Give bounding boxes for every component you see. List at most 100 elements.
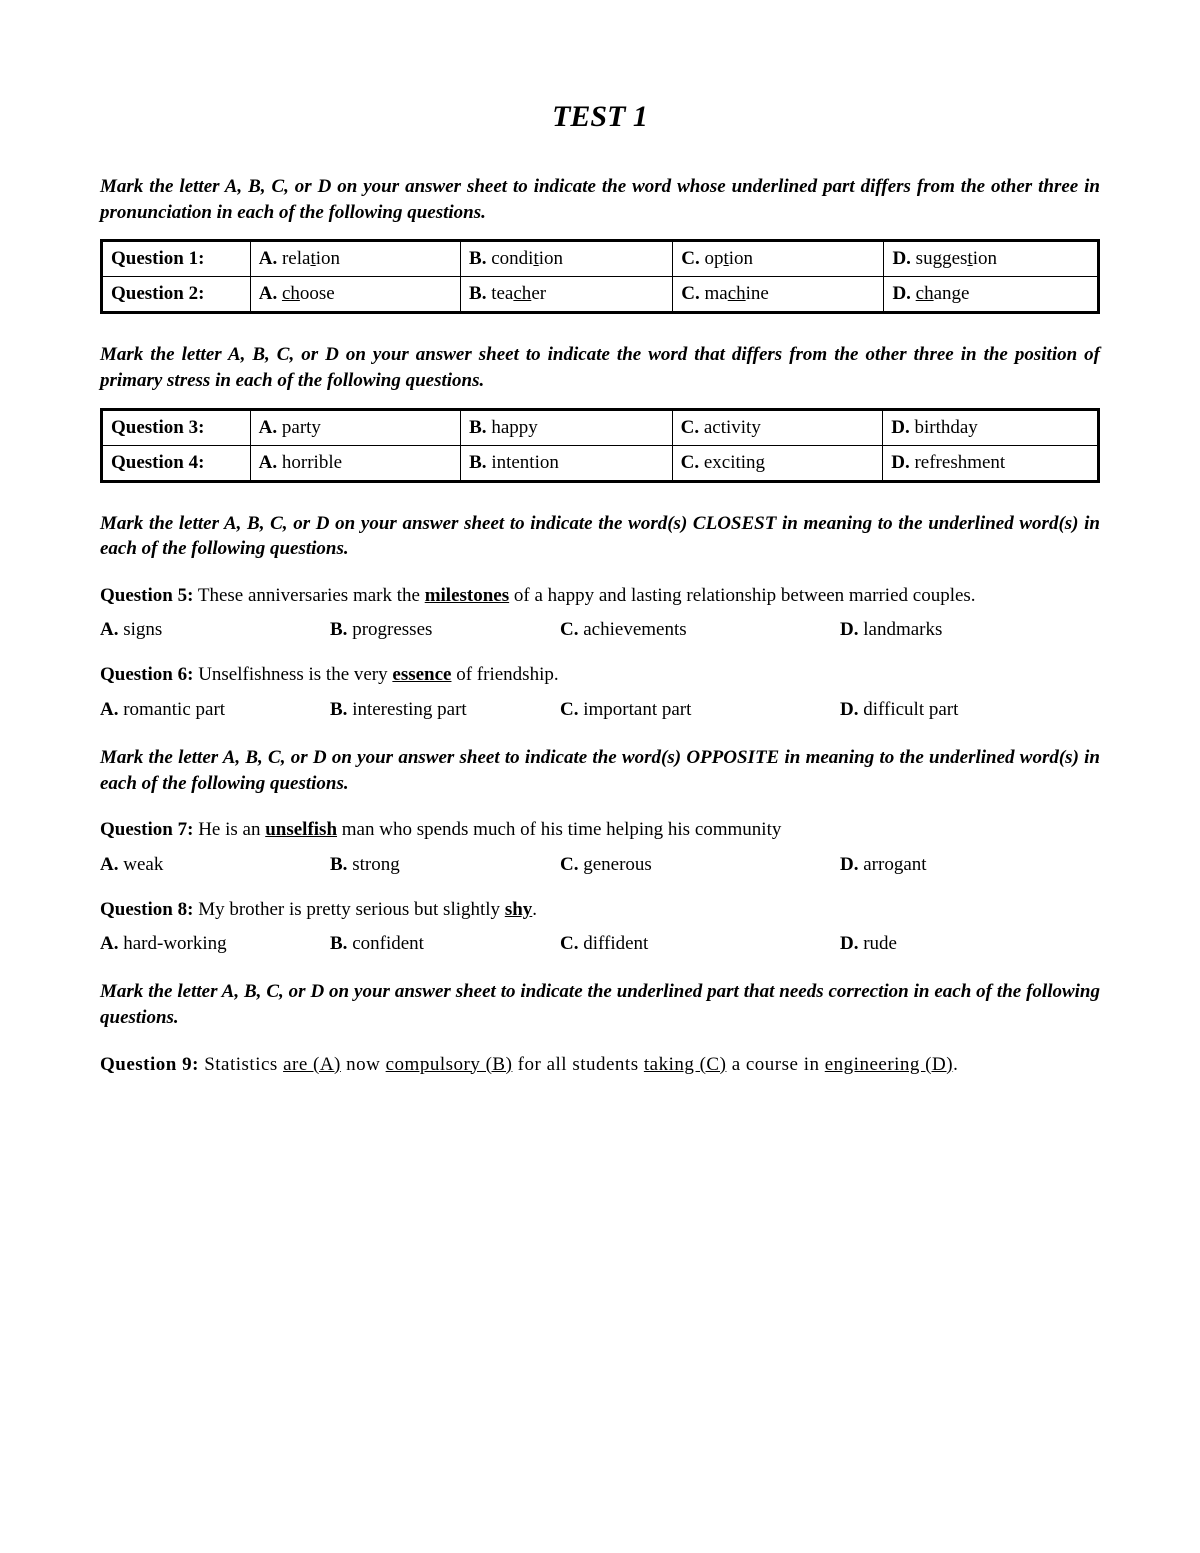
question-7-options: A. weak B. strong C. generous D. arrogan… (100, 854, 1100, 876)
question-cell: Question 2: (102, 277, 251, 313)
stress-table: Question 3: A. party B. happy C. activit… (100, 408, 1100, 483)
option-letter: C. (560, 699, 578, 720)
option-text: generous (583, 854, 652, 875)
option-cell-d: D. change (884, 277, 1099, 313)
option-a: A. romantic part (100, 699, 330, 721)
opt-post: er (531, 283, 546, 304)
question-label: Question 2: (111, 283, 204, 304)
question-cell: Question 1: (102, 241, 251, 277)
table-row: Question 1: A. relation B. condition C. … (102, 241, 1099, 277)
option-cell-a: A. party (250, 409, 460, 445)
option-letter: D. (891, 417, 909, 438)
opt-pre: ma (704, 283, 727, 304)
opt-word: horrible (282, 452, 342, 473)
option-cell-b: B. condition (461, 241, 673, 277)
option-letter: B. (469, 452, 486, 473)
option-c: C. generous (560, 854, 840, 876)
option-text: romantic part (123, 699, 225, 720)
opt-pre: tea (491, 283, 513, 304)
q9-t3: for all students (512, 1054, 643, 1075)
option-text: confident (352, 933, 424, 954)
option-letter: B. (469, 248, 486, 269)
option-letter: A. (100, 619, 118, 640)
option-letter: C. (681, 248, 699, 269)
option-a: A. hard-working (100, 933, 330, 955)
option-letter: C. (560, 854, 578, 875)
option-letter: A. (100, 854, 118, 875)
option-b: B. strong (330, 854, 560, 876)
question-cell: Question 3: (102, 409, 251, 445)
opt-pre: condi (491, 248, 533, 269)
option-cell-a: A. horrible (250, 445, 460, 481)
option-text: achievements (583, 619, 686, 640)
option-a: A. signs (100, 619, 330, 641)
question-number: Question 6: (100, 664, 193, 685)
q-text-post: of friendship. (451, 664, 558, 685)
page: TEST 1 Mark the letter A, B, C, or D on … (0, 0, 1200, 1148)
q9-underline-c: taking (C) (644, 1054, 727, 1075)
opt-pre: sugges (916, 248, 968, 269)
option-letter: D. (892, 283, 910, 304)
question-8: Question 8: My brother is pretty serious… (100, 896, 1100, 924)
opt-word: refreshment (914, 452, 1005, 473)
option-text: diffident (583, 933, 648, 954)
option-cell-b: B. intention (461, 445, 673, 481)
option-letter: A. (259, 283, 277, 304)
option-text: landmarks (863, 619, 942, 640)
option-c: C. diffident (560, 933, 840, 955)
option-letter: B. (330, 854, 347, 875)
instruction-pronunciation: Mark the letter A, B, C, or D on your an… (100, 174, 1100, 225)
option-letter: B. (469, 283, 486, 304)
option-cell-c: C. machine (673, 277, 884, 313)
option-letter: D. (840, 933, 858, 954)
opt-word: activity (704, 417, 761, 438)
question-7: Question 7: He is an unselfish man who s… (100, 816, 1100, 844)
option-b: B. confident (330, 933, 560, 955)
option-text: interesting part (352, 699, 467, 720)
option-letter: A. (259, 248, 277, 269)
q-text-pre: These anniversaries mark the (193, 585, 424, 606)
q9-underline-d: engineering (D) (825, 1054, 953, 1075)
table-row: Question 3: A. party B. happy C. activit… (102, 409, 1099, 445)
q-text-pre: Unselfishness is the very (193, 664, 392, 685)
question-number: Question 5: (100, 585, 193, 606)
table-row: Question 2: A. choose B. teacher C. mach… (102, 277, 1099, 313)
question-6: Question 6: Unselfishness is the very es… (100, 661, 1100, 689)
q9-underline-b: compulsory (B) (386, 1054, 513, 1075)
opt-post: ange (934, 283, 970, 304)
pronunciation-table: Question 1: A. relation B. condition C. … (100, 239, 1100, 314)
option-letter: D. (891, 452, 909, 473)
q-underlined-word: shy (505, 899, 532, 920)
option-letter: D. (840, 699, 858, 720)
option-cell-d: D. refreshment (883, 445, 1099, 481)
opt-word: happy (491, 417, 537, 438)
opt-underline: ch (282, 283, 300, 304)
test-title: TEST 1 (100, 100, 1100, 134)
option-cell-a: A. relation (250, 241, 460, 277)
question-5-options: A. signs B. progresses C. achievements D… (100, 619, 1100, 641)
option-d: D. rude (840, 933, 1100, 955)
option-b: B. progresses (330, 619, 560, 641)
q-underlined-word: essence (392, 664, 451, 685)
option-cell-c: C. activity (672, 409, 883, 445)
question-5: Question 5: These anniversaries mark the… (100, 582, 1100, 610)
option-letter: B. (469, 417, 486, 438)
option-letter: D. (840, 619, 858, 640)
opt-word: intention (491, 452, 559, 473)
opt-post: ion (729, 248, 753, 269)
option-text: arrogant (863, 854, 926, 875)
option-cell-b: B. teacher (461, 277, 673, 313)
option-letter: C. (560, 619, 578, 640)
option-text: progresses (352, 619, 432, 640)
option-b: B. interesting part (330, 699, 560, 721)
question-6-options: A. romantic part B. interesting part C. … (100, 699, 1100, 721)
option-letter: B. (330, 933, 347, 954)
q-text-post: of a happy and lasting relationship betw… (509, 585, 975, 606)
option-c: C. achievements (560, 619, 840, 641)
opt-underline: ch (513, 283, 531, 304)
option-letter: D. (840, 854, 858, 875)
option-letter: B. (330, 699, 347, 720)
q-text-post: . (532, 899, 537, 920)
option-text: hard-working (123, 933, 226, 954)
option-cell-c: C. option (673, 241, 884, 277)
